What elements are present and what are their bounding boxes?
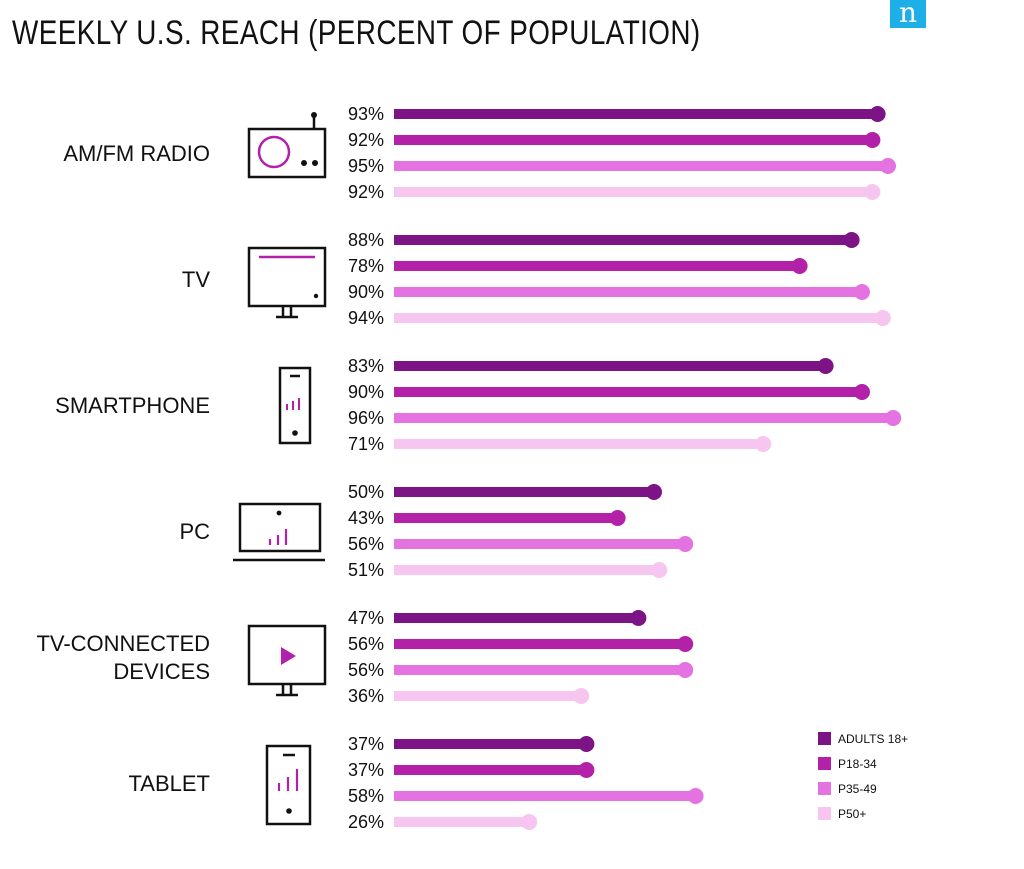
- category-label: PC: [179, 519, 210, 544]
- bar: [394, 161, 888, 171]
- bar-end-dot: [630, 610, 647, 626]
- bar: [394, 739, 587, 749]
- bar-end-dot: [874, 310, 891, 326]
- tv-play-icon: [247, 624, 327, 697]
- tv-icon: [247, 246, 327, 319]
- bar-end-dot: [864, 132, 881, 148]
- bar-end-dot: [687, 788, 704, 804]
- value-label: 51%: [348, 560, 384, 580]
- value-label: 71%: [348, 434, 384, 454]
- bar: [394, 387, 862, 397]
- value-label: 83%: [348, 356, 384, 376]
- value-label: 36%: [348, 686, 384, 706]
- bar: [394, 187, 873, 197]
- bar-end-dot: [578, 736, 595, 752]
- bar-end-dot: [880, 158, 896, 174]
- bar: [394, 235, 852, 245]
- value-label: 90%: [348, 282, 384, 302]
- bar: [394, 135, 873, 145]
- bar: [394, 613, 639, 623]
- bar: [394, 361, 826, 371]
- bar-end-dot: [755, 436, 772, 452]
- bar-end-dot: [578, 762, 595, 778]
- value-label: 94%: [348, 308, 384, 328]
- value-label: 26%: [348, 812, 384, 832]
- bar-end-dot: [843, 232, 860, 248]
- value-label: 47%: [348, 608, 384, 628]
- bar: [394, 565, 660, 575]
- legend-swatch: [818, 807, 831, 820]
- bar-end-dot: [677, 662, 694, 678]
- radio-icon: [247, 112, 327, 179]
- legend-label: ADULTS 18+: [838, 732, 908, 746]
- bar-end-dot: [646, 484, 662, 500]
- chart-title: WEEKLY U.S. REACH (PERCENT OF POPULATION…: [12, 14, 701, 52]
- bar: [394, 487, 654, 497]
- smartphone-icon: [278, 366, 312, 445]
- category-label: TABLET: [128, 771, 210, 796]
- legend-swatch: [818, 757, 831, 770]
- value-label: 95%: [348, 156, 384, 176]
- bar: [394, 639, 686, 649]
- legend-label: P50+: [838, 807, 866, 821]
- bar: [394, 287, 862, 297]
- value-label: 37%: [348, 734, 384, 754]
- tablet-icon: [265, 744, 312, 826]
- value-label: 58%: [348, 786, 384, 806]
- value-label: 96%: [348, 408, 384, 428]
- category-label: TV: [182, 267, 210, 292]
- category-label: AM/FM RADIO: [63, 141, 210, 166]
- value-label: 56%: [348, 660, 384, 680]
- value-label: 92%: [348, 130, 384, 150]
- brand-logo-letter: n: [898, 0, 918, 29]
- bar: [394, 791, 696, 801]
- brand-logo: n: [890, 0, 926, 29]
- value-label: 78%: [348, 256, 384, 276]
- bar: [394, 413, 894, 423]
- value-label: 56%: [348, 534, 384, 554]
- value-label: 37%: [348, 760, 384, 780]
- legend-swatch: [818, 732, 831, 745]
- legend-label: P35-49: [838, 782, 877, 796]
- value-label: 43%: [348, 508, 384, 528]
- bar: [394, 439, 764, 449]
- category-label: SMARTPHONE: [55, 393, 210, 418]
- bar-end-dot: [864, 184, 881, 200]
- category-label: TV-CONNECTED DEVICES: [36, 631, 210, 684]
- value-label: 92%: [348, 182, 384, 202]
- bar-end-dot: [885, 410, 902, 426]
- value-label: 90%: [348, 382, 384, 402]
- bar: [394, 313, 883, 323]
- bar-end-dot: [677, 536, 694, 552]
- bar: [394, 109, 878, 119]
- laptop-icon: [233, 502, 325, 562]
- value-label: 56%: [348, 634, 384, 654]
- bar-end-dot: [854, 284, 870, 300]
- bar-end-dot: [817, 358, 834, 374]
- bar-end-dot: [869, 106, 886, 122]
- bar-end-dot: [609, 510, 626, 526]
- value-label: 50%: [348, 482, 384, 502]
- bar-end-dot: [573, 688, 590, 704]
- bar-end-dot: [651, 562, 668, 578]
- bar: [394, 691, 582, 701]
- bar: [394, 261, 800, 271]
- bar: [394, 765, 587, 775]
- bar: [394, 539, 686, 549]
- value-label: 93%: [348, 104, 384, 124]
- bar-end-dot: [677, 636, 694, 652]
- bar-end-dot: [854, 384, 870, 400]
- bar: [394, 817, 530, 827]
- value-label: 88%: [348, 230, 384, 250]
- bar-end-dot: [791, 258, 808, 274]
- legend-swatch: [818, 782, 831, 795]
- legend-label: P18-34: [838, 757, 877, 771]
- bar: [394, 665, 686, 675]
- bar: [394, 513, 618, 523]
- bar-end-dot: [521, 814, 538, 830]
